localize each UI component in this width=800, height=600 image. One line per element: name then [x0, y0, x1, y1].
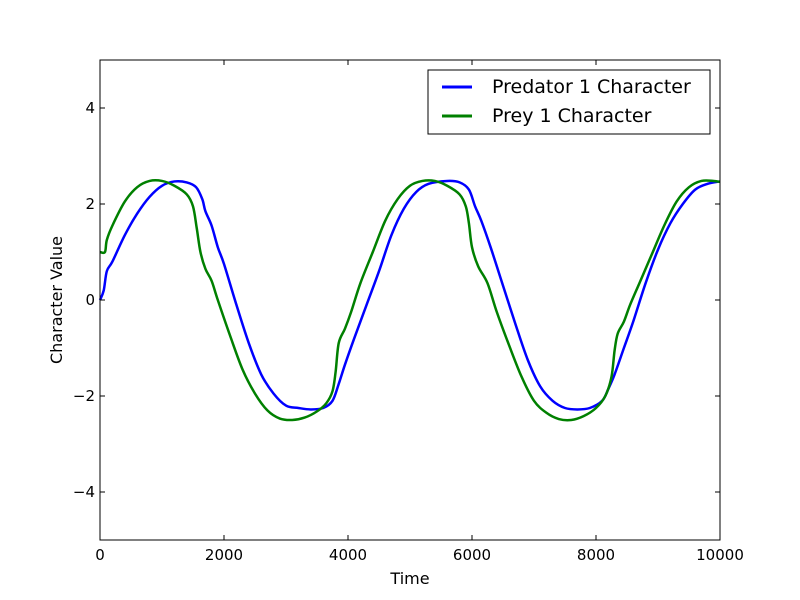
x-tick-label: 4000: [329, 546, 367, 564]
x-tick-label: 6000: [453, 546, 491, 564]
y-axis-label: Character Value: [47, 236, 66, 364]
y-tick-label: 0: [85, 291, 95, 309]
series-layer: [98, 179, 721, 422]
x-tick-label: 0: [95, 546, 105, 564]
x-tick-label: 10000: [696, 546, 744, 564]
series-line-prey: [99, 179, 721, 422]
y-tick-label: 4: [85, 99, 95, 117]
y-tick-label: −2: [73, 387, 95, 405]
ticks-layer: 0 2000 4000 6000 8000 10000 −4 −2 0 2 4: [73, 60, 744, 564]
legend: Predator 1 Character Prey 1 Character: [427, 69, 711, 135]
y-tick-label: 2: [85, 195, 95, 213]
x-tick-label: 8000: [577, 546, 615, 564]
legend-label-prey: Prey 1 Character: [492, 105, 652, 127]
legend-label-predator: Predator 1 Character: [492, 76, 691, 98]
legend-box: [427, 69, 711, 135]
y-tick-label: −4: [73, 483, 95, 501]
x-tick-label: 2000: [205, 546, 243, 564]
series-line-predator: [98, 179, 721, 411]
x-axis-label: Time: [389, 569, 429, 588]
